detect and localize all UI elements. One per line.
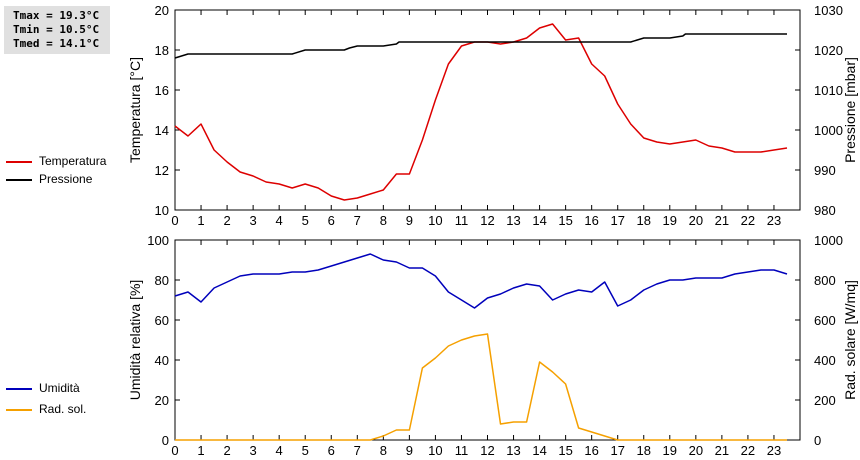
y-tick-label: 100 [147, 233, 169, 248]
tmin-label: Tmin = 10.5°C [13, 23, 100, 36]
legend-swatch-pressione [6, 179, 32, 181]
x-tick-label: 10 [428, 213, 442, 228]
legend-label-pressione: Pressione [39, 172, 93, 186]
x-tick-label: 10 [428, 443, 442, 458]
stats-box: Tmax = 19.3°C Tmin = 10.5°C Tmed = 14.1°… [4, 6, 110, 54]
y2-tick-label: 200 [814, 393, 836, 408]
x-tick-label: 1 [197, 213, 204, 228]
x-tick-label: 6 [328, 443, 335, 458]
x-tick-label: 5 [302, 213, 309, 228]
x-tick-label: 5 [302, 443, 309, 458]
x-tick-label: 8 [380, 443, 387, 458]
y-tick-label: 0 [162, 433, 169, 448]
y2-tick-label: 1020 [814, 43, 843, 58]
x-tick-label: 20 [689, 213, 703, 228]
x-tick-label: 17 [610, 213, 624, 228]
x-tick-label: 4 [276, 213, 283, 228]
x-tick-label: 19 [663, 213, 677, 228]
y2-tick-label: 980 [814, 203, 836, 218]
x-tick-label: 7 [354, 443, 361, 458]
y-tick-label: 16 [155, 83, 169, 98]
y2-tick-label: 990 [814, 163, 836, 178]
x-tick-label: 21 [715, 213, 729, 228]
x-tick-label: 13 [506, 443, 520, 458]
tmax-label: Tmax = 19.3°C [13, 9, 100, 22]
x-tick-label: 14 [532, 443, 546, 458]
x-tick-label: 19 [663, 443, 677, 458]
plot-frame-bottom [174, 239, 801, 441]
y-tick-label: 40 [155, 353, 169, 368]
x-tick-label: 3 [250, 213, 257, 228]
legend-label-radsol: Rad. sol. [39, 402, 87, 416]
series-line-umidit [174, 253, 788, 309]
y-tick-label: 10 [155, 203, 169, 218]
series-line-temperatura [174, 23, 788, 201]
y-tick-label: 60 [155, 313, 169, 328]
y2-tick-label: 800 [814, 273, 836, 288]
x-tick-label: 14 [532, 213, 546, 228]
x-tick-label: 17 [610, 443, 624, 458]
x-tick-label: 15 [558, 213, 572, 228]
x-tick-label: 11 [455, 213, 469, 228]
y2-tick-label: 1010 [814, 83, 843, 98]
legend-swatch-umidita [6, 388, 32, 390]
plot-frame-top [174, 9, 801, 211]
y2-tick-label: 0 [814, 433, 821, 448]
x-tick-label: 1 [197, 443, 204, 458]
y-tick-label: 20 [155, 3, 169, 18]
x-tick-label: 23 [767, 443, 781, 458]
legend-swatch-temperatura [6, 161, 32, 163]
x-tick-label: 0 [171, 443, 178, 458]
y-tick-label: 80 [155, 273, 169, 288]
x-tick-label: 11 [455, 443, 469, 458]
series-line-pressione [174, 33, 787, 59]
x-tick-label: 21 [715, 443, 729, 458]
x-tick-label: 4 [276, 443, 283, 458]
y-tick-label: 18 [155, 43, 169, 58]
y-axis-title: Umidità relativa [%] [127, 280, 143, 401]
x-tick-label: 13 [506, 213, 520, 228]
x-tick-label: 9 [406, 213, 413, 228]
x-tick-label: 16 [584, 443, 598, 458]
x-tick-label: 9 [406, 443, 413, 458]
legend-item-umidita: Umidità [6, 381, 156, 397]
legend-item-radsol: Rad. sol. [6, 402, 156, 418]
y2-tick-label: 1030 [814, 3, 843, 18]
y2-tick-label: 400 [814, 353, 836, 368]
legend-item-temperatura: Temperatura [6, 154, 156, 170]
y2-tick-label: 600 [814, 313, 836, 328]
y-tick-label: 12 [155, 163, 169, 178]
x-tick-label: 2 [223, 213, 230, 228]
y2-tick-label: 1000 [814, 233, 843, 248]
y-tick-label: 20 [155, 393, 169, 408]
x-tick-label: 20 [689, 443, 703, 458]
x-tick-label: 3 [250, 443, 257, 458]
legend-label-umidita: Umidità [39, 381, 80, 395]
x-tick-label: 23 [767, 213, 781, 228]
x-tick-label: 15 [558, 443, 572, 458]
x-tick-label: 7 [354, 213, 361, 228]
x-tick-label: 12 [480, 213, 494, 228]
y2-axis-title: Pressione [mbar] [842, 57, 858, 163]
x-tick-label: 16 [584, 213, 598, 228]
x-tick-label: 8 [380, 213, 387, 228]
y2-axis-title: Rad. solare [W/mq] [842, 280, 858, 400]
x-tick-label: 12 [480, 443, 494, 458]
x-tick-label: 22 [741, 443, 755, 458]
series-line-rad-sol [175, 333, 787, 441]
legend-label-temperatura: Temperatura [39, 154, 107, 168]
y2-tick-label: 1000 [814, 123, 843, 138]
x-tick-label: 2 [223, 443, 230, 458]
y-axis-title: Temperatura [°C] [127, 57, 143, 163]
x-tick-label: 18 [637, 213, 651, 228]
x-tick-label: 6 [328, 213, 335, 228]
y-tick-label: 14 [155, 123, 169, 138]
tmed-label: Tmed = 14.1°C [13, 37, 100, 50]
x-tick-label: 22 [741, 213, 755, 228]
x-tick-label: 18 [637, 443, 651, 458]
legend-item-pressione: Pressione [6, 172, 156, 188]
legend-swatch-radsol [6, 409, 32, 411]
x-tick-label: 0 [171, 213, 178, 228]
